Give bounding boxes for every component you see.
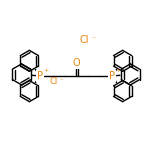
Text: Cl: Cl [79,35,89,45]
Text: +: + [116,68,121,73]
Text: ⁻: ⁻ [60,78,64,84]
Text: ⁻: ⁻ [91,35,95,43]
Text: P: P [109,71,115,81]
Text: P: P [37,71,43,81]
Text: O: O [72,58,80,68]
Text: +: + [43,68,49,73]
Text: Cl: Cl [50,78,58,86]
